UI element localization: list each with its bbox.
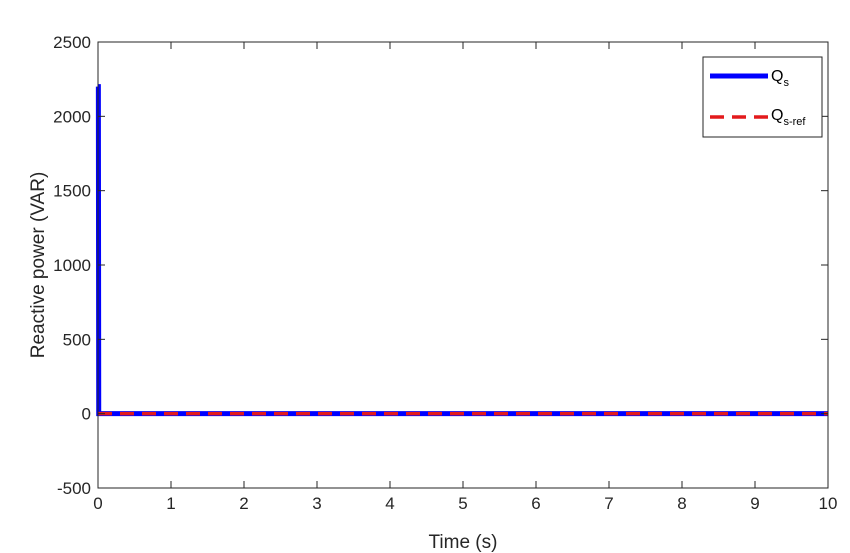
x-tick-label: 0	[93, 494, 102, 513]
x-tick-label: 6	[531, 494, 540, 513]
x-tick-label: 9	[750, 494, 759, 513]
x-tick-label: 10	[819, 494, 838, 513]
legend-label-qs-main: Q	[771, 68, 783, 85]
y-tick-label: 1000	[53, 256, 91, 275]
y-tick-label: 500	[63, 330, 91, 349]
legend-label-qsref-main: Q	[771, 107, 783, 124]
y-tick-label: 2000	[53, 107, 91, 126]
legend-label-qs-sub: s	[783, 77, 789, 89]
x-tick-label: 3	[312, 494, 321, 513]
legend-box	[702, 56, 823, 138]
legend-label-qsref-sub: s-ref	[783, 116, 806, 128]
x-tick-label: 2	[239, 494, 248, 513]
legend-label-qs: Qs	[771, 68, 789, 89]
x-tick-label: 4	[385, 494, 394, 513]
y-tick-label: -500	[57, 479, 91, 498]
legend-label-qsref: Qs-ref	[771, 107, 806, 128]
y-tick-label: 1500	[53, 182, 91, 201]
x-tick-label: 5	[458, 494, 467, 513]
y-tick-label: 2500	[53, 33, 91, 52]
legend: Qs Qs-ref	[702, 56, 823, 138]
y-tick-label: 0	[82, 405, 91, 424]
x-tick-label: 1	[166, 494, 175, 513]
x-axis-label: Time (s)	[429, 532, 498, 553]
y-axis-label: Reactive power (VAR)	[28, 172, 49, 359]
x-tick-label: 7	[604, 494, 613, 513]
x-tick-label: 8	[677, 494, 686, 513]
